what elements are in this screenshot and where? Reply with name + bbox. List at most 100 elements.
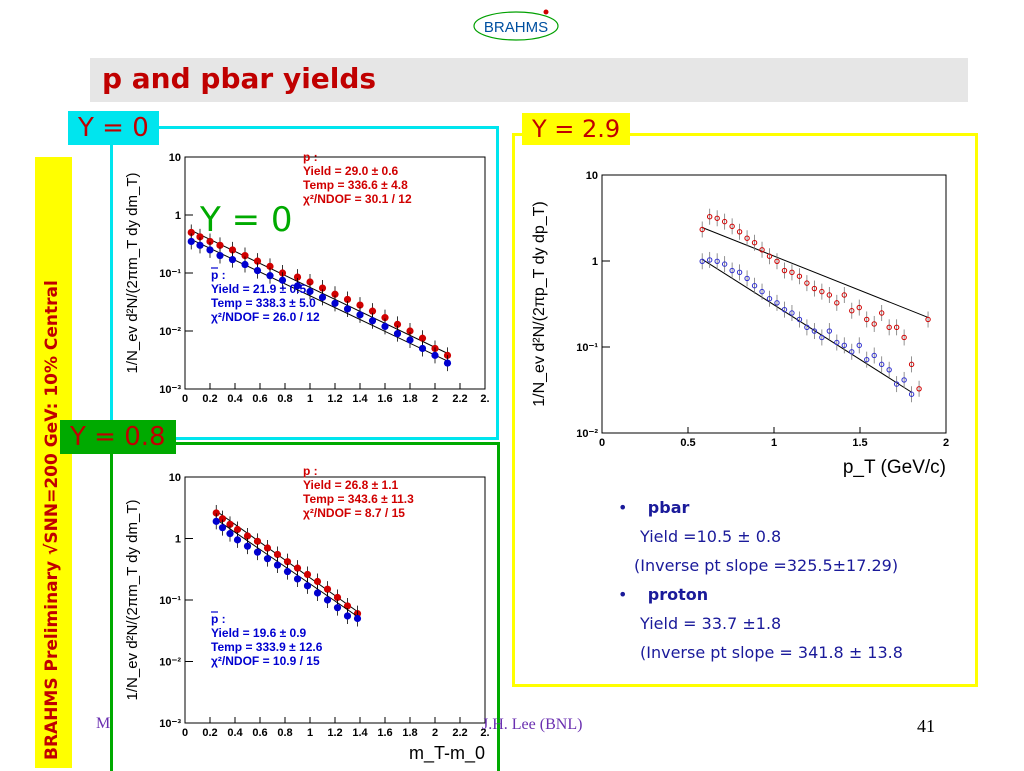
x-tick-label: 1 xyxy=(771,437,777,449)
annotation-p: χ²/NDOF = 8.7 / 15 xyxy=(303,506,405,520)
data-point-p xyxy=(356,301,364,309)
data-point-p xyxy=(406,327,414,335)
data-point-pbar xyxy=(206,246,214,254)
data-point-proton xyxy=(736,229,743,235)
data-point-pbar xyxy=(283,567,292,576)
data-point-p xyxy=(253,257,262,265)
data-point-pbar xyxy=(406,336,414,344)
data-point-pbar xyxy=(331,299,339,307)
data-point-pbar xyxy=(811,328,818,334)
annotation-pbar: Temp = 338.3 ± 5.0 xyxy=(211,296,316,310)
data-point-proton xyxy=(856,304,862,311)
data-point-pbar xyxy=(196,241,204,249)
x-tick-label: 0.8 xyxy=(277,727,292,739)
chart-y29: 0 0.5 1 1.5 2 10⁻² 10⁻¹ 1 10 1/N_ev d²N/(2πp_T dy… xyxy=(518,139,966,484)
fit-line-pbar xyxy=(215,518,358,617)
data-point-pbar xyxy=(789,310,795,316)
annotation-p: Temp = 343.6 ± 11.3 xyxy=(303,492,414,506)
annotation-pbar: χ²/NDOF = 10.9 / 15 xyxy=(211,654,320,668)
data-point-pbar xyxy=(306,287,314,296)
data-point-pbar xyxy=(901,377,907,383)
data-point-pbar xyxy=(266,272,274,280)
annotation-p: Temp = 336.6 ± 4.8 xyxy=(303,178,408,192)
fit-line-proton xyxy=(702,227,929,318)
data-point-pbar xyxy=(886,367,892,373)
bullet: • xyxy=(618,498,628,517)
data-point-pbar xyxy=(736,269,743,276)
x-tick-label: 2.2 xyxy=(452,393,467,405)
data-point-p xyxy=(196,233,204,241)
y-tick-label: 1 xyxy=(175,534,181,546)
y-tick-label: 10⁻¹ xyxy=(159,268,181,280)
data-point-proton xyxy=(729,223,735,230)
data-point-proton xyxy=(849,308,855,314)
data-point-proton xyxy=(789,269,795,276)
y-tick-label: 10⁻² xyxy=(159,657,181,669)
data-point-pbar xyxy=(253,266,262,275)
data-point-pbar xyxy=(356,311,364,319)
data-point-p xyxy=(293,273,302,281)
annotation-p: Yield = 26.8 ± 1.1 xyxy=(303,478,399,492)
data-point-pbar xyxy=(774,300,780,306)
data-point-pbar xyxy=(187,237,195,246)
data-point-pbar xyxy=(796,316,803,323)
y-tick-label: 10 xyxy=(169,472,181,484)
annotation-pbar: Yield = 21.9 ± 0.5 xyxy=(211,282,307,296)
data-point-pbar xyxy=(751,283,758,289)
x-tick-label: 0.2 xyxy=(202,393,217,405)
x-tick-label: 0 xyxy=(182,727,188,739)
data-point-p xyxy=(343,602,352,610)
data-point-pbar xyxy=(804,324,810,331)
x-tick-label: 1.6 xyxy=(377,727,392,739)
data-point-proton xyxy=(721,218,728,225)
x-tick-label: 0 xyxy=(599,437,605,449)
data-point-proton xyxy=(925,316,931,323)
data-point-p xyxy=(228,246,237,254)
data-point-p xyxy=(243,532,252,540)
y-tick-label: 10⁻³ xyxy=(159,384,181,396)
brahms-logo: BRAHMS xyxy=(473,9,559,41)
data-point-proton xyxy=(706,213,713,220)
y-tick-label: 10 xyxy=(169,152,181,164)
data-point-pbar xyxy=(343,305,352,313)
slide-title: p and pbar yields xyxy=(102,62,377,95)
data-point-pbar xyxy=(893,381,900,387)
data-point-pbar xyxy=(323,596,332,604)
x-axis-label: m_T-m_0 xyxy=(409,743,485,764)
data-point-p xyxy=(212,509,220,517)
data-point-p xyxy=(323,585,332,593)
data-point-pbar xyxy=(819,334,825,341)
data-point-proton xyxy=(901,334,907,341)
y-tick-label: 1 xyxy=(592,256,598,268)
x-axis-label: p_T (GeV/c) xyxy=(843,457,946,478)
data-point-p xyxy=(333,593,342,602)
data-point-pbar xyxy=(834,339,840,346)
x-tick-label: 2.2 xyxy=(452,727,467,739)
data-point-pbar xyxy=(781,306,788,313)
proton-slope: (Inverse pt slope = 341.8 ± 13.8 xyxy=(640,643,903,662)
data-point-pbar xyxy=(343,612,352,620)
data-point-pbar xyxy=(353,614,362,623)
data-point-proton xyxy=(759,247,765,253)
data-point-pbar xyxy=(381,322,389,331)
data-point-pbar xyxy=(293,575,302,583)
annotation-p: p : xyxy=(303,464,318,478)
x-tick-label: 0.4 xyxy=(227,727,243,739)
data-point-p xyxy=(206,237,214,246)
data-point-p xyxy=(303,570,312,579)
pbar-heading: pbar xyxy=(647,498,690,517)
data-point-pbar xyxy=(278,276,287,284)
data-point-pbar xyxy=(849,349,855,355)
data-point-proton xyxy=(916,386,922,392)
x-tick-label: 1.6 xyxy=(377,393,392,405)
data-point-p xyxy=(343,295,352,304)
pbar-yield: Yield =10.5 ± 0.8 xyxy=(640,527,782,546)
panel-y0-frame xyxy=(110,126,499,440)
data-point-proton xyxy=(826,292,833,298)
x-tick-label: 1.5 xyxy=(852,437,867,449)
data-point-proton xyxy=(819,288,825,295)
x-tick-label: 1.2 xyxy=(327,393,342,405)
data-point-pbar xyxy=(318,293,327,301)
x-tick-label: 1.4 xyxy=(352,727,368,739)
proton-yield: Yield = 33.7 ±1.8 xyxy=(640,614,782,633)
